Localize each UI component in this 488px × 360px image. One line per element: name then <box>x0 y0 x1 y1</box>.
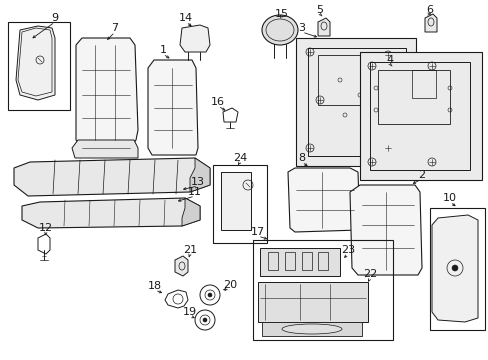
Polygon shape <box>175 256 187 276</box>
Circle shape <box>207 293 212 297</box>
Circle shape <box>203 318 206 322</box>
Text: 7: 7 <box>111 23 118 33</box>
Text: 20: 20 <box>223 280 237 290</box>
Polygon shape <box>14 158 209 196</box>
Polygon shape <box>349 185 421 275</box>
Text: 14: 14 <box>179 13 193 23</box>
Text: 5: 5 <box>316 5 323 15</box>
Text: 10: 10 <box>442 193 456 203</box>
Polygon shape <box>391 66 403 84</box>
Polygon shape <box>16 26 55 100</box>
FancyBboxPatch shape <box>221 172 250 230</box>
Text: 24: 24 <box>232 153 246 163</box>
Polygon shape <box>76 38 138 145</box>
Text: 6: 6 <box>426 5 433 15</box>
Ellipse shape <box>262 15 297 45</box>
Polygon shape <box>72 140 138 158</box>
Text: 3: 3 <box>298 23 305 33</box>
Text: 23: 23 <box>340 245 354 255</box>
Text: 1: 1 <box>159 45 166 55</box>
Ellipse shape <box>282 324 341 334</box>
Polygon shape <box>182 198 200 226</box>
FancyBboxPatch shape <box>359 52 481 180</box>
Polygon shape <box>424 14 436 32</box>
Polygon shape <box>190 158 209 192</box>
Text: 9: 9 <box>51 13 59 23</box>
Text: 22: 22 <box>362 269 376 279</box>
Polygon shape <box>287 168 359 232</box>
Text: 15: 15 <box>274 9 288 19</box>
Text: 8: 8 <box>298 153 305 163</box>
Text: 12: 12 <box>39 223 53 233</box>
Text: 18: 18 <box>148 281 162 291</box>
FancyBboxPatch shape <box>262 322 361 336</box>
Text: 4: 4 <box>386 55 393 65</box>
Polygon shape <box>431 215 477 322</box>
Text: 2: 2 <box>418 170 425 180</box>
FancyBboxPatch shape <box>295 38 415 166</box>
Polygon shape <box>148 60 198 155</box>
Polygon shape <box>22 198 200 228</box>
Text: 17: 17 <box>250 227 264 237</box>
Text: 19: 19 <box>183 307 197 317</box>
Circle shape <box>451 265 457 271</box>
Polygon shape <box>180 25 209 52</box>
Polygon shape <box>317 18 329 36</box>
FancyBboxPatch shape <box>260 248 339 276</box>
FancyBboxPatch shape <box>258 282 367 322</box>
Text: 16: 16 <box>210 97 224 107</box>
Text: 11: 11 <box>187 187 202 197</box>
Text: 13: 13 <box>191 177 204 187</box>
Text: 21: 21 <box>183 245 197 255</box>
